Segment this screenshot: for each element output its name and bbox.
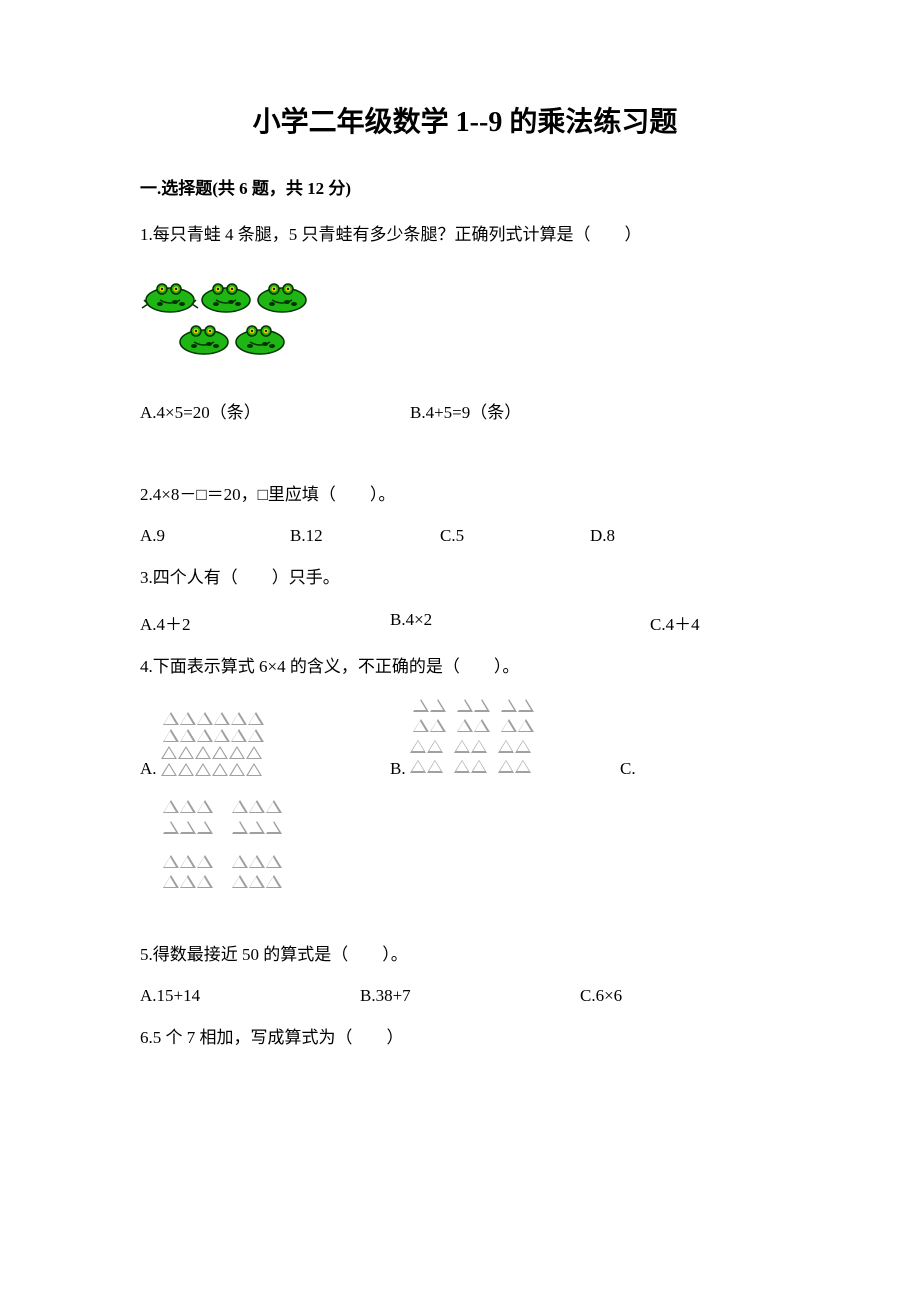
q3-text: 3.四个人有（ ）只手。	[140, 564, 790, 591]
q2-option-a: A.9	[140, 526, 290, 546]
q4-images: A.	[140, 698, 790, 893]
q4-label-b: B.	[390, 759, 410, 779]
frog-icon	[230, 320, 290, 358]
triangle-row	[410, 739, 542, 757]
triangle-row	[161, 745, 263, 760]
q2-options: A.9 B.12 C.5 D.8	[140, 526, 790, 546]
q4-label-a: A.	[140, 759, 161, 779]
triangle-row	[162, 799, 790, 817]
q2-option-c: C.5	[440, 526, 590, 546]
q3-options: A.4＋2 B.4×2 C.4＋4	[140, 610, 790, 635]
triangle-row	[162, 854, 790, 872]
q1-frog-image	[140, 278, 790, 358]
q5-option-c: C.6×6	[580, 986, 622, 1006]
triangle-row	[412, 718, 620, 736]
triangle-row	[162, 874, 790, 892]
frog-icon	[196, 278, 256, 316]
q4-option-c-image	[162, 799, 790, 893]
triangle-row	[161, 762, 263, 777]
q5-text: 5.得数最接近 50 的算式是（ ）。	[140, 941, 790, 968]
q2-text: 2.4×8－□＝20，□里应填（ ）。	[140, 481, 790, 508]
frog-icon	[174, 320, 234, 358]
q2-option-b: B.12	[290, 526, 440, 546]
q5-option-a: A.15+14	[140, 986, 360, 1006]
section-1-header: 一.选择题(共 6 题，共 12 分)	[140, 174, 790, 199]
q6-text: 6.5 个 7 相加，写成算式为（ ）	[140, 1024, 790, 1051]
frog-icon	[252, 278, 312, 316]
q3-option-a: A.4＋2	[140, 610, 390, 635]
triangle-row	[162, 728, 390, 743]
q5-options: A.15+14 B.38+7 C.6×6	[140, 986, 790, 1006]
worksheet-page: 小学二年级数学 1--9 的乘法练习题 一.选择题(共 6 题，共 12 分) …	[0, 0, 920, 1302]
q3-option-c: C.4＋4	[650, 610, 700, 635]
q2-option-d: D.8	[590, 526, 740, 546]
triangle-row	[410, 759, 542, 777]
q4-text: 4.下面表示算式 6×4 的含义，不正确的是（ ）。	[140, 653, 790, 680]
q4-label-c: C.	[620, 759, 640, 778]
triangle-row	[412, 698, 620, 716]
page-title: 小学二年级数学 1--9 的乘法练习题	[140, 100, 790, 140]
q5-option-b: B.38+7	[360, 986, 580, 1006]
q1-option-b: B.4+5=9（条）	[410, 398, 521, 423]
frog-icon	[140, 278, 200, 316]
triangle-row	[162, 820, 790, 838]
q1-options: A.4×5=20（条） B.4+5=9（条）	[140, 398, 790, 423]
q3-option-b: B.4×2	[390, 610, 650, 635]
triangle-row	[162, 711, 390, 726]
q1-text: 1.每只青蛙 4 条腿，5 只青蛙有多少条腿？正确列式计算是（ ）	[140, 221, 790, 248]
q1-option-a: A.4×5=20（条）	[140, 398, 410, 423]
